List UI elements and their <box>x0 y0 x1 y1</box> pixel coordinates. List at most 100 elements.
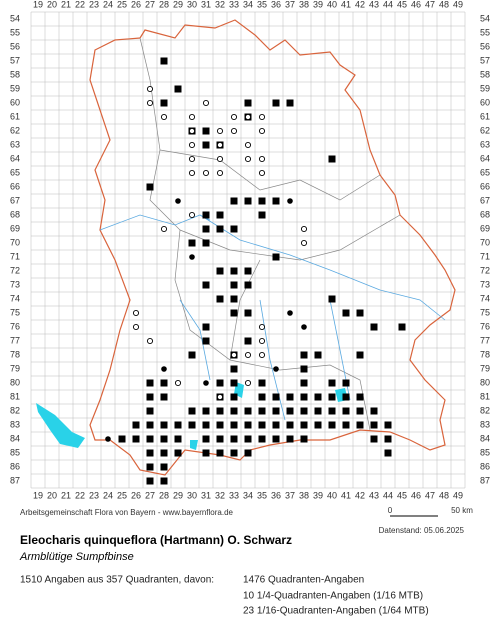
record-square <box>258 435 266 443</box>
record-square <box>202 239 210 247</box>
markers <box>105 57 406 485</box>
row-label: 59 <box>480 83 490 93</box>
column-label: 47 <box>425 0 435 9</box>
row-label: 70 <box>480 237 490 247</box>
record-square <box>258 211 266 219</box>
record-square <box>258 393 266 401</box>
record-square <box>202 435 210 443</box>
old-record-circle <box>258 113 266 121</box>
column-label: 27 <box>145 490 155 500</box>
old-record-circle <box>216 141 224 149</box>
row-label: 83 <box>480 419 490 429</box>
record-square <box>328 155 336 163</box>
column-label: 42 <box>355 490 365 500</box>
column-label: 29 <box>173 490 183 500</box>
old-record-circle <box>230 113 238 121</box>
record-square <box>342 379 350 387</box>
row-label: 58 <box>480 69 490 79</box>
record-square <box>216 225 224 233</box>
column-label: 36 <box>271 0 281 9</box>
record-square <box>314 351 322 359</box>
detail: 1476 Quadranten-Angaben <box>243 575 364 586</box>
record-circle <box>147 394 153 400</box>
row-label: 75 <box>10 307 20 317</box>
record-square <box>342 309 350 317</box>
record-circle <box>189 254 195 260</box>
record-circle <box>287 198 293 204</box>
lake-bodensee <box>36 403 85 448</box>
old-record-circle <box>244 113 252 121</box>
column-label: 24 <box>103 0 113 9</box>
column-label: 27 <box>145 0 155 9</box>
detail: 10 1/4-Quadranten-Angaben (1/16 MTB) <box>243 591 423 602</box>
row-label: 72 <box>10 265 20 275</box>
record-square <box>384 449 392 457</box>
record-square <box>202 225 210 233</box>
record-square <box>384 435 392 443</box>
record-square <box>202 449 210 457</box>
old-record-circle <box>300 239 308 247</box>
old-record-circle <box>160 113 168 121</box>
column-label: 35 <box>257 0 267 9</box>
column-label: 47 <box>425 490 435 500</box>
column-label: 32 <box>215 490 225 500</box>
row-label: 54 <box>480 13 490 23</box>
record-square <box>146 435 154 443</box>
record-square <box>160 99 168 107</box>
row-label: 78 <box>480 349 490 359</box>
record-square <box>118 435 126 443</box>
row-label: 83 <box>10 419 20 429</box>
record-square <box>146 421 154 429</box>
row-label: 86 <box>10 461 20 471</box>
row-label: 81 <box>10 391 20 401</box>
old-record-circle <box>216 393 224 401</box>
column-label: 20 <box>47 490 57 500</box>
record-square <box>398 323 406 331</box>
record-square <box>300 393 308 401</box>
record-square <box>202 421 210 429</box>
row-label: 72 <box>480 265 490 275</box>
record-square <box>272 99 280 107</box>
column-label: 48 <box>439 490 449 500</box>
row-label: 76 <box>480 321 490 331</box>
row-label: 79 <box>480 363 490 373</box>
species-title: Eleocharis quinqueflora (Hartmann) O. Sc… <box>20 533 292 547</box>
old-record-circle <box>188 155 196 163</box>
row-label: 86 <box>480 461 490 471</box>
record-square <box>356 421 364 429</box>
column-label: 49 <box>453 0 463 9</box>
old-record-circle <box>146 99 154 107</box>
column-label: 45 <box>397 0 407 9</box>
record-square <box>272 197 280 205</box>
record-square <box>230 449 238 457</box>
record-square <box>356 351 364 359</box>
row-label: 74 <box>10 293 20 303</box>
column-label: 39 <box>313 0 323 9</box>
column-label: 40 <box>327 490 337 500</box>
record-square <box>272 393 280 401</box>
record-square <box>328 295 336 303</box>
scale-start: 0 <box>388 506 393 515</box>
record-square <box>216 407 224 415</box>
row-label: 67 <box>10 195 20 205</box>
old-record-circle <box>132 323 140 331</box>
row-label: 85 <box>10 447 20 457</box>
column-label: 19 <box>33 0 43 9</box>
record-square <box>300 351 308 359</box>
row-label: 64 <box>480 153 490 163</box>
old-record-circle <box>188 141 196 149</box>
record-square <box>230 407 238 415</box>
record-square <box>286 99 294 107</box>
record-square <box>160 57 168 65</box>
row-label: 55 <box>480 27 490 37</box>
row-label: 64 <box>10 153 20 163</box>
row-label: 65 <box>10 167 20 177</box>
record-circle <box>133 422 139 428</box>
row-label: 67 <box>480 195 490 205</box>
old-record-circle <box>258 351 266 359</box>
record-square <box>286 421 294 429</box>
record-square <box>160 449 168 457</box>
record-square <box>258 407 266 415</box>
record-square <box>314 407 322 415</box>
old-record-circle <box>244 379 252 387</box>
